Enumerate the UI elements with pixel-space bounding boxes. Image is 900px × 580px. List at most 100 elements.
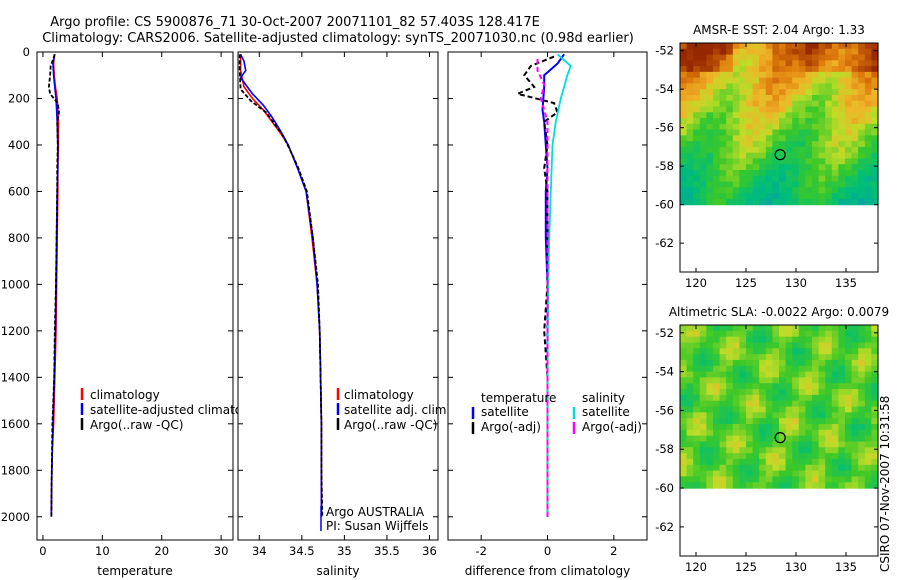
heatmap-cell: [818, 146, 826, 154]
heatmap-cell: [719, 336, 727, 344]
heatmap-cell: [864, 118, 872, 125]
heatmap-cell: [732, 482, 740, 489]
heatmap-cell: [713, 435, 721, 443]
heatmap-cell: [732, 435, 740, 443]
heatmap-cell: [759, 365, 767, 373]
legend-label: Argo(..raw -QC): [90, 418, 183, 432]
heatmap-cell: [706, 118, 714, 125]
heatmap-cell: [798, 342, 806, 349]
heatmap-cell: [680, 181, 688, 188]
heatmap-cell: [746, 371, 754, 379]
heatmap-cell: [845, 447, 853, 454]
heatmap-cell: [785, 112, 793, 119]
heatmap-cell: [818, 389, 826, 396]
heatmap-cell: [680, 54, 688, 61]
heatmap-cell: [845, 342, 853, 349]
heatmap-cell: [693, 89, 701, 96]
heatmap-cell: [818, 400, 826, 408]
heatmap-cell: [706, 325, 714, 332]
heatmap-cell: [812, 135, 820, 142]
heatmap-cell: [818, 424, 826, 431]
heatmap-cell: [798, 187, 806, 194]
heatmap-cell: [812, 441, 820, 448]
heatmap-cell: [752, 406, 760, 413]
heatmap-cell: [693, 441, 701, 448]
heatmap-cell: [812, 394, 820, 402]
heatmap-cell: [792, 377, 800, 384]
heatmap-cell: [765, 447, 773, 454]
heatmap-cell: [818, 354, 826, 361]
heatmap-cell: [759, 435, 767, 443]
heatmap-cell: [765, 330, 773, 338]
heatmap-cell: [805, 464, 813, 472]
heatmap-cell: [746, 377, 754, 384]
heatmap-cell: [713, 175, 721, 183]
heatmap-cell: [858, 476, 866, 483]
heatmap-cell: [680, 394, 688, 402]
heatmap-cell: [812, 164, 820, 171]
heatmap-cell: [845, 71, 853, 79]
y-tick-label: 1800: [1, 463, 30, 477]
heatmap-cell: [752, 359, 760, 367]
heatmap-cell: [713, 389, 721, 396]
heatmap-cell: [805, 383, 813, 390]
heatmap-cell: [752, 330, 760, 338]
heatmap-cell: [765, 325, 773, 332]
heatmap-cell: [693, 83, 701, 90]
heatmap-cell: [693, 198, 701, 206]
heatmap-cell: [759, 129, 767, 136]
heatmap-cell: [779, 83, 787, 90]
heatmap-cell: [825, 66, 833, 73]
heatmap-cell: [699, 453, 707, 460]
heatmap-cell: [732, 198, 740, 206]
heatmap-cell: [739, 146, 747, 154]
heatmap-cell: [739, 94, 747, 102]
heatmap-cell: [831, 325, 839, 332]
heatmap-cell: [845, 89, 853, 96]
heatmap-cell: [686, 482, 694, 489]
map-frame: [679, 324, 879, 557]
heatmap-cell: [752, 106, 760, 113]
heatmap-cell: [746, 453, 754, 460]
heatmap-cell: [838, 447, 846, 454]
heatmap-cell: [713, 447, 721, 454]
heatmap-cell: [858, 141, 866, 148]
heatmap-cell: [726, 330, 734, 338]
heatmap-cell: [726, 359, 734, 367]
heatmap-cell: [831, 89, 839, 96]
heatmap-cell: [726, 43, 734, 50]
heatmap-cell: [719, 198, 727, 206]
x-tick-label: 0: [544, 544, 551, 558]
heatmap-cell: [818, 371, 826, 379]
heatmap-cell: [871, 441, 879, 448]
heatmap-cell: [818, 193, 826, 200]
heatmap-cell: [792, 406, 800, 413]
heatmap-cell: [686, 429, 694, 437]
heatmap-cell: [818, 198, 826, 206]
heatmap-cell: [759, 412, 767, 419]
heatmap-cell: [759, 383, 767, 390]
heatmap-cell: [739, 135, 747, 142]
heatmap-cell: [765, 118, 773, 125]
heatmap-cell: [693, 94, 701, 102]
heatmap-cell: [851, 198, 859, 206]
heatmap-cell: [864, 406, 872, 413]
heatmap-cell: [759, 175, 767, 183]
heatmap-cell: [798, 418, 806, 425]
heatmap-cell: [785, 435, 793, 443]
heatmap-cell: [825, 43, 833, 50]
heatmap-cell: [680, 330, 688, 338]
heatmap-cell: [805, 54, 813, 61]
heatmap-cell: [812, 330, 820, 338]
heatmap-cell: [818, 441, 826, 448]
heatmap-cell: [706, 342, 714, 349]
heatmap-cell: [726, 164, 734, 171]
heatmap-cell: [845, 412, 853, 419]
heatmap-cell: [798, 429, 806, 437]
heatmap-cell: [752, 66, 760, 73]
heatmap-cell: [686, 354, 694, 361]
heatmap-cell: [739, 377, 747, 384]
heatmap-cell: [805, 325, 813, 332]
heatmap-cell: [845, 330, 853, 338]
heatmap-cell: [825, 394, 833, 402]
